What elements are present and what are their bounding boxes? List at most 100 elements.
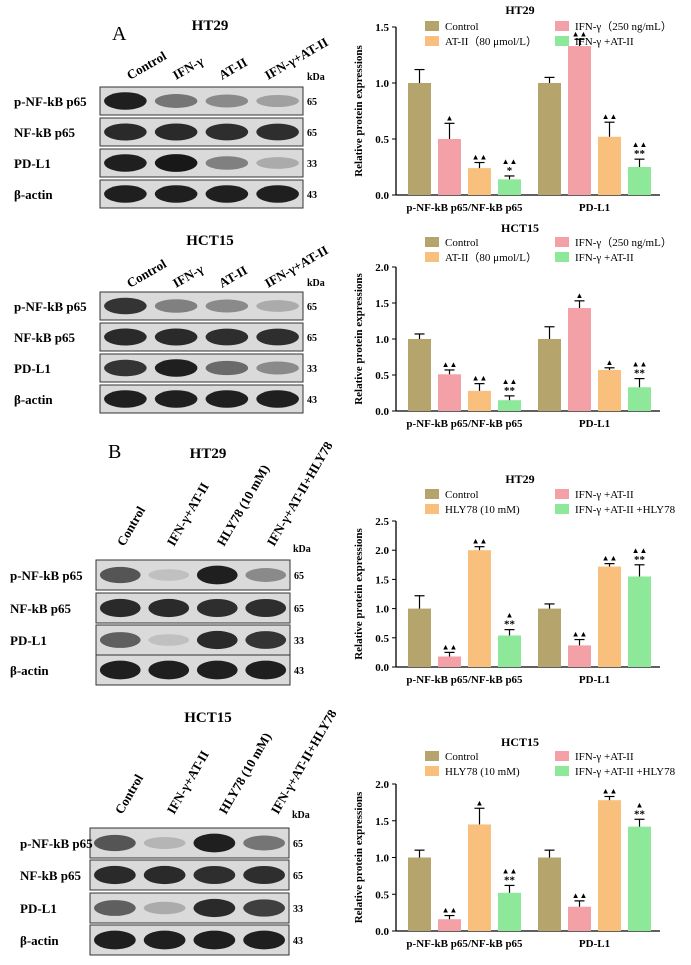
- legend-swatch: [425, 751, 439, 761]
- y-tick-label: 1.0: [375, 78, 389, 90]
- y-axis-label: Relative protein expressions: [353, 791, 365, 923]
- bar: [408, 857, 431, 931]
- blot-row-label: NF-kB p65: [14, 125, 76, 140]
- lane-label: IFN-γ+AT-II+HLY78: [268, 706, 340, 816]
- protein-band: [143, 930, 186, 950]
- blot-row: NF-kB p65 65: [14, 322, 317, 352]
- significance-star: **: [504, 874, 516, 886]
- bar: [438, 374, 461, 411]
- legend-swatch: [425, 766, 439, 776]
- significance-marker: ▲▲: [442, 906, 458, 915]
- protein-band: [205, 123, 249, 141]
- lane-label: Control: [124, 256, 169, 291]
- bar: [628, 576, 651, 667]
- legend-label: IFN-γ +AT-II +HLY78: [575, 766, 676, 778]
- bar: [438, 139, 461, 195]
- protein-band: [243, 930, 286, 950]
- significance-marker: ▲▲: [502, 157, 518, 166]
- significance-marker: ▲: [606, 358, 614, 367]
- protein-band: [245, 598, 287, 618]
- y-tick-label: 2.0: [375, 545, 389, 557]
- protein-band: [205, 390, 249, 408]
- y-axis-label: Relative protein expressions: [353, 44, 365, 176]
- lane-label: HLY78 (10 mM): [216, 730, 275, 817]
- bar: [598, 800, 621, 931]
- y-tick-label: 1.5: [375, 298, 389, 310]
- y-tick-label: 1.0: [375, 604, 389, 616]
- chart-title: HT29: [505, 472, 534, 486]
- kda-value: 43: [307, 395, 317, 406]
- legend-label: AT-II（80 μmol/L）: [445, 251, 537, 264]
- legend-label: Control: [445, 21, 479, 33]
- protein-band: [93, 930, 136, 950]
- lane-label: IFN-γ+AT-II+HLY78: [264, 438, 336, 548]
- lane-label: IFN-γ: [170, 53, 206, 82]
- chart-title: HCT15: [501, 221, 539, 235]
- kda-value: 65: [294, 571, 304, 582]
- protein-band: [196, 660, 238, 680]
- significance-marker: ▲▲: [632, 140, 648, 149]
- significance-marker: ▲: [446, 113, 454, 122]
- legend-label: AT-II（80 μmol/L）: [445, 35, 537, 48]
- blot-row: β-actin 43: [14, 179, 317, 209]
- protein-band: [143, 865, 186, 885]
- legend-swatch: [425, 504, 439, 514]
- blot-row: PD-L1 33: [14, 148, 317, 178]
- chart-title: HT29: [505, 3, 534, 17]
- protein-band: [196, 598, 238, 618]
- blot-row-label: β-actin: [20, 933, 59, 948]
- kda-unit-label: kDa: [292, 810, 310, 821]
- kda-value: 33: [294, 636, 304, 647]
- y-tick-label: 0.5: [375, 889, 389, 901]
- y-tick-label: 0.0: [375, 406, 389, 418]
- bar: [628, 167, 651, 195]
- lane-label: IFN-γ+AT-II: [164, 480, 212, 549]
- protein-band: [148, 598, 190, 618]
- legend-swatch: [555, 21, 569, 31]
- protein-band: [104, 297, 147, 315]
- legend-swatch: [425, 36, 439, 46]
- protein-band: [245, 660, 287, 680]
- protein-band: [143, 837, 186, 849]
- bar-chart-3: HCT15 Control IFN-γ +AT-II HLY78 (10 mM) IFN…: [353, 735, 676, 950]
- protein-band: [256, 157, 299, 169]
- y-axis-label: Relative protein expressions: [353, 527, 365, 659]
- y-tick-label: 2.0: [375, 262, 389, 274]
- blot-title: HT29: [192, 18, 229, 34]
- blot-row-label: p-NF-kB p65: [14, 94, 87, 109]
- kda-value: 33: [307, 364, 317, 375]
- protein-band: [205, 328, 249, 346]
- legend-label: HLY78 (10 mM): [445, 504, 520, 516]
- protein-band: [205, 185, 249, 203]
- bar: [628, 826, 651, 931]
- protein-band: [245, 568, 287, 582]
- legend-label: IFN-γ +AT-II: [575, 36, 634, 48]
- bar-chart-1: HCT15 Control IFN-γ（250 ng/mL） AT-II（80 μmo…: [353, 221, 672, 430]
- y-tick-label: 2.5: [375, 516, 389, 528]
- kda-value: 65: [307, 128, 317, 139]
- protein-band: [256, 390, 299, 408]
- protein-band: [243, 835, 286, 851]
- lane-label: AT-II: [216, 54, 250, 82]
- protein-band: [154, 154, 198, 172]
- protein-band: [104, 359, 147, 377]
- x-category-label: p-NF-kB p65/NF-kB p65: [406, 938, 523, 950]
- x-category-label: PD-L1: [579, 418, 610, 430]
- x-category-label: PD-L1: [579, 202, 610, 214]
- blot-row-label: NF-kB p65: [10, 601, 72, 616]
- protein-band: [256, 123, 299, 141]
- legend-label: HLY78 (10 mM): [445, 766, 520, 778]
- kda-value: 43: [294, 666, 304, 677]
- protein-band: [154, 359, 198, 377]
- significance-star: **: [634, 368, 646, 380]
- blot-row: NF-kB p65 65: [10, 592, 304, 624]
- blot-row-label: p-NF-kB p65: [14, 299, 87, 314]
- significance-marker: ▲▲: [502, 377, 518, 386]
- blot-title: HCT15: [184, 710, 232, 726]
- protein-band: [154, 94, 198, 108]
- y-tick-label: 0.5: [375, 134, 389, 146]
- protein-band: [205, 156, 249, 170]
- blot-row-label: PD-L1: [10, 633, 47, 648]
- blot-row-label: PD-L1: [14, 156, 51, 171]
